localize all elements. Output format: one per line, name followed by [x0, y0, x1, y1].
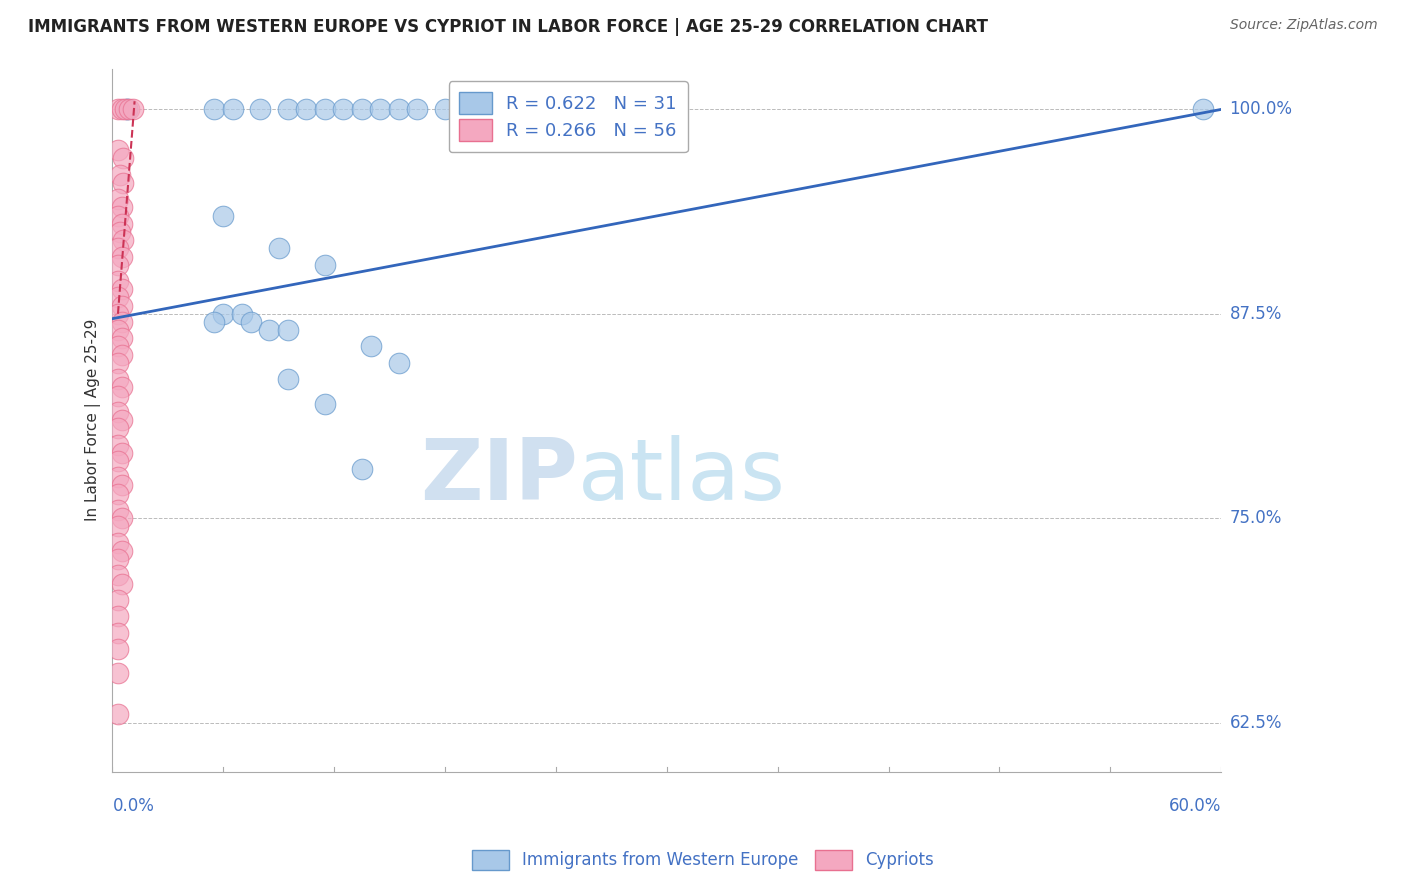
Legend: R = 0.622   N = 31, R = 0.266   N = 56: R = 0.622 N = 31, R = 0.266 N = 56: [449, 81, 688, 153]
Point: [221, 103, 243, 117]
Point: [107, 290, 129, 304]
Point: [1191, 103, 1213, 117]
Point: [107, 339, 129, 353]
Point: [111, 478, 134, 492]
Point: [107, 486, 129, 500]
Point: [107, 707, 129, 722]
Point: [108, 168, 131, 182]
Point: [267, 241, 290, 255]
Point: [107, 666, 129, 681]
Point: [111, 331, 134, 345]
Text: ZIP: ZIP: [420, 434, 578, 517]
Point: [108, 225, 131, 239]
Point: [388, 103, 411, 117]
Point: [350, 103, 373, 117]
Point: [314, 103, 336, 117]
Point: [111, 201, 134, 215]
Text: 0.0%: 0.0%: [112, 797, 155, 814]
Point: [314, 258, 336, 272]
Point: [107, 437, 129, 451]
Point: [115, 103, 138, 117]
Point: [112, 176, 135, 190]
Point: [406, 103, 429, 117]
Point: [107, 454, 129, 468]
Point: [107, 405, 129, 419]
Point: [249, 103, 271, 117]
Point: [107, 143, 129, 157]
Point: [212, 209, 235, 223]
Point: [111, 315, 134, 329]
Point: [111, 103, 134, 117]
Text: IMMIGRANTS FROM WESTERN EUROPE VS CYPRIOT IN LABOR FORCE | AGE 25-29 CORRELATION: IMMIGRANTS FROM WESTERN EUROPE VS CYPRIO…: [28, 18, 988, 36]
Point: [277, 372, 299, 386]
Point: [107, 307, 129, 321]
Point: [114, 103, 136, 117]
Point: [111, 380, 134, 394]
Point: [107, 552, 129, 566]
Point: [111, 544, 134, 558]
Point: [107, 421, 129, 435]
Point: [231, 307, 253, 321]
Point: [112, 152, 135, 166]
Point: [350, 462, 373, 476]
Text: 87.5%: 87.5%: [1230, 305, 1282, 323]
Point: [111, 511, 134, 525]
Point: [107, 356, 129, 370]
Point: [107, 568, 129, 582]
Point: [332, 103, 354, 117]
Point: [212, 307, 235, 321]
Point: [111, 576, 134, 591]
Text: 100.0%: 100.0%: [1230, 101, 1292, 119]
Point: [111, 217, 134, 231]
Point: [259, 323, 281, 337]
Point: [202, 315, 225, 329]
Point: [107, 519, 129, 533]
Point: [115, 103, 138, 117]
Point: [107, 323, 129, 337]
Point: [107, 625, 129, 640]
Point: [202, 103, 225, 117]
Point: [107, 593, 129, 607]
Point: [107, 103, 129, 117]
Legend: Immigrants from Western Europe, Cypriots: Immigrants from Western Europe, Cypriots: [465, 843, 941, 877]
Y-axis label: In Labor Force | Age 25-29: In Labor Force | Age 25-29: [86, 318, 101, 521]
Point: [111, 413, 134, 427]
Point: [107, 372, 129, 386]
Point: [111, 446, 134, 460]
Point: [111, 348, 134, 362]
Text: Source: ZipAtlas.com: Source: ZipAtlas.com: [1230, 18, 1378, 32]
Point: [107, 258, 129, 272]
Point: [461, 103, 484, 117]
Point: [107, 209, 129, 223]
Point: [107, 192, 129, 206]
Point: [314, 397, 336, 411]
Point: [107, 388, 129, 402]
Text: atlas: atlas: [578, 434, 786, 517]
Point: [295, 103, 318, 117]
Point: [277, 103, 299, 117]
Point: [240, 315, 263, 329]
Point: [370, 103, 392, 117]
Point: [388, 356, 411, 370]
Point: [111, 250, 134, 264]
Point: [434, 103, 457, 117]
Point: [121, 103, 143, 117]
Point: [107, 274, 129, 288]
Point: [277, 323, 299, 337]
Text: 75.0%: 75.0%: [1230, 509, 1282, 527]
Point: [107, 470, 129, 484]
Text: 62.5%: 62.5%: [1230, 714, 1282, 731]
Point: [111, 299, 134, 313]
Point: [112, 233, 135, 247]
Point: [107, 535, 129, 549]
Point: [107, 609, 129, 624]
Point: [107, 642, 129, 657]
Point: [107, 503, 129, 517]
Point: [111, 282, 134, 296]
Text: 60.0%: 60.0%: [1168, 797, 1222, 814]
Point: [360, 339, 382, 353]
Point: [107, 241, 129, 255]
Point: [118, 103, 141, 117]
